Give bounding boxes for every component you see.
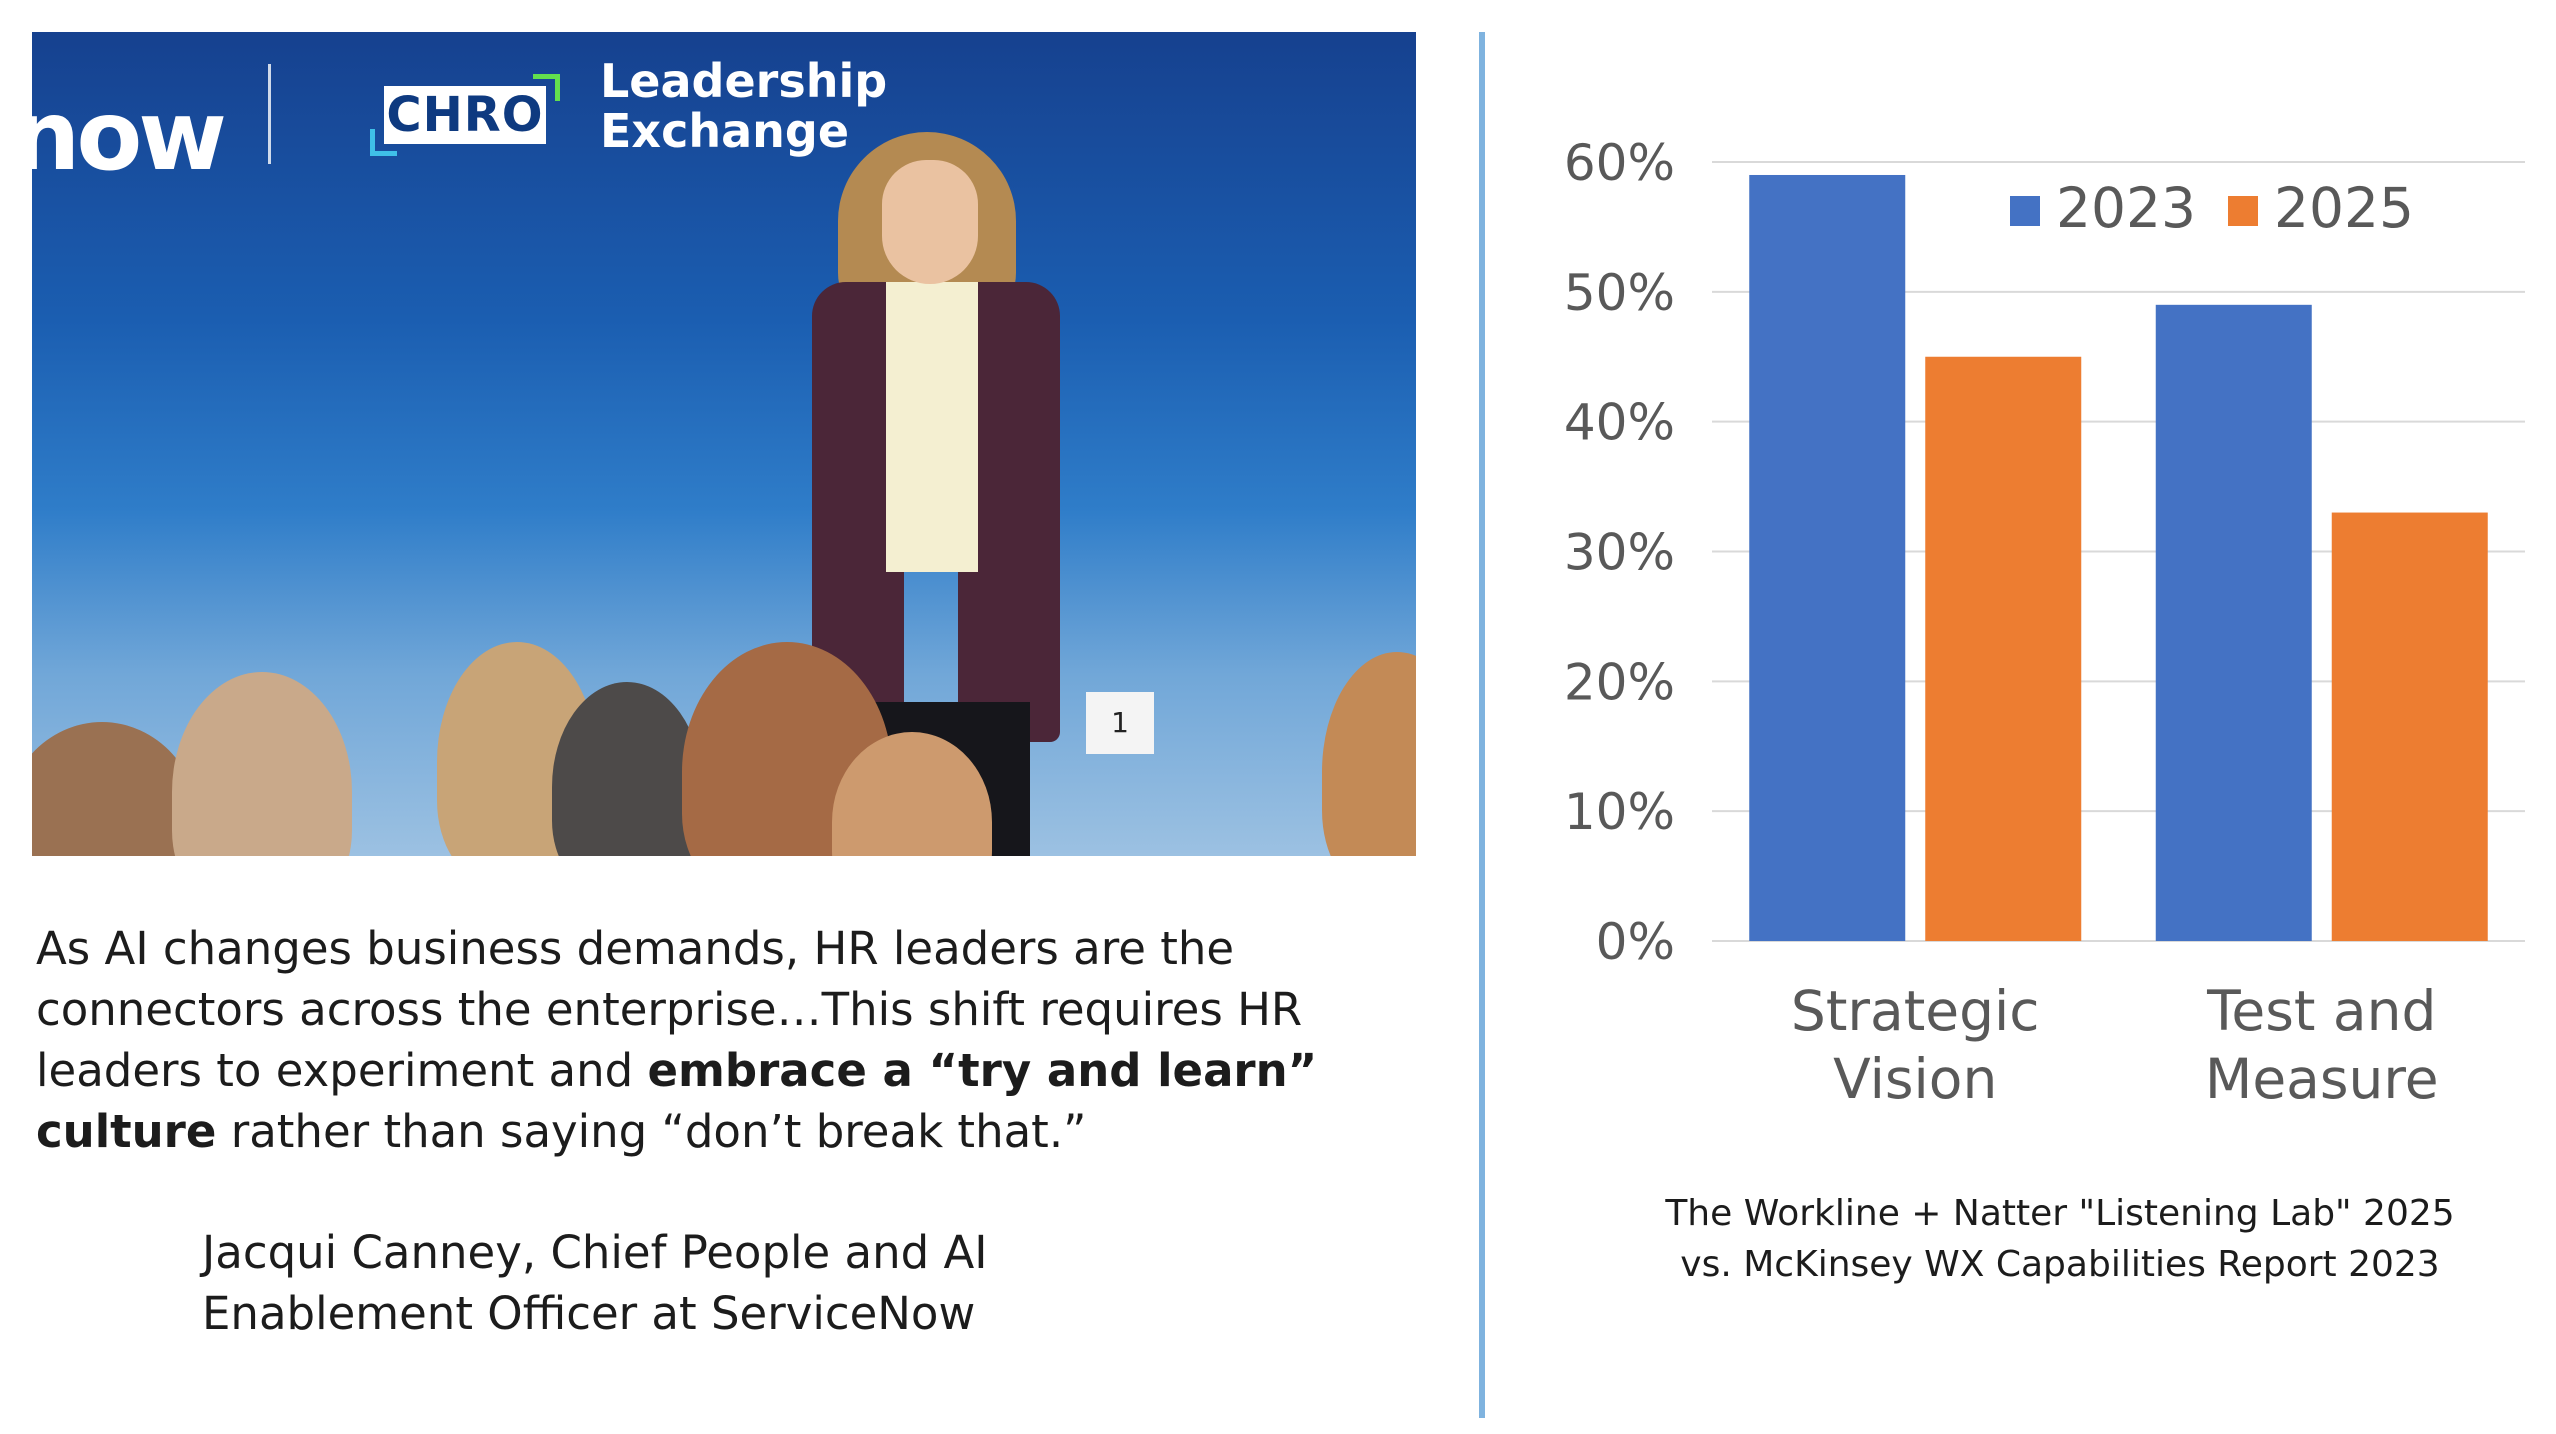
y-tick-label: 0% xyxy=(1596,913,1675,971)
quote-emphasis: embrace a “try and learn” culture xyxy=(36,1044,1318,1158)
y-tick-label: 30% xyxy=(1564,524,1675,582)
chro-badge-text: CHRO xyxy=(384,86,546,144)
legend-swatch-2025 xyxy=(2228,196,2258,226)
event-name: Leadership Exchange xyxy=(600,56,887,156)
y-tick-label: 50% xyxy=(1564,264,1675,322)
attribution-line2: Enablement Officer at ServiceNow xyxy=(202,1287,976,1340)
audience-head xyxy=(552,682,702,856)
caption-line1: The Workline + Natter "Listening Lab" 20… xyxy=(1665,1193,2455,1234)
speaker-photo: now CHRO Leadership Exchange 1 xyxy=(32,32,1416,856)
chro-badge: CHRO xyxy=(370,74,560,156)
event-name-line2: Exchange xyxy=(600,104,850,158)
x-tick-label: Vision xyxy=(1833,1047,1997,1111)
table-number-card: 1 xyxy=(1086,692,1154,754)
servicenow-logo: now xyxy=(32,80,227,192)
bar-2025 xyxy=(2331,512,2488,941)
attribution-line1: Jacqui Canney, Chief People and AI xyxy=(202,1226,988,1279)
x-tick-label: Measure xyxy=(2205,1047,2439,1111)
y-tick-label: 20% xyxy=(1564,653,1675,711)
legend-swatch-2023 xyxy=(2010,196,2040,226)
x-tick-label: Strategic xyxy=(1791,979,2040,1043)
bar-2025 xyxy=(1925,356,2082,941)
chart-caption: The Workline + Natter "Listening Lab" 20… xyxy=(1580,1188,2540,1290)
y-tick-label: 40% xyxy=(1564,394,1675,452)
legend-label: 2023 xyxy=(2056,176,2196,240)
event-name-line1: Leadership xyxy=(600,54,888,108)
quote-attribution: Jacqui Canney, Chief People and AI Enabl… xyxy=(202,1222,1202,1344)
y-tick-label: 60% xyxy=(1564,134,1675,192)
audience-head xyxy=(1322,652,1416,856)
x-tick-label: Test and xyxy=(2206,979,2436,1043)
bracket-top-right-icon xyxy=(533,74,560,101)
quote-text: As AI changes business demands, HR leade… xyxy=(36,922,1318,1158)
vertical-divider xyxy=(1479,32,1485,1418)
legend-label: 2025 xyxy=(2274,176,2414,240)
caption-line2: vs. McKinsey WX Capabilities Report 2023 xyxy=(1680,1244,2440,1285)
audience-head xyxy=(172,672,352,856)
bar-2023 xyxy=(2155,304,2312,941)
y-tick-label: 10% xyxy=(1564,783,1675,841)
bracket-bottom-left-icon xyxy=(370,129,397,156)
logo-divider xyxy=(268,64,271,164)
bar-2023 xyxy=(1749,174,1906,941)
